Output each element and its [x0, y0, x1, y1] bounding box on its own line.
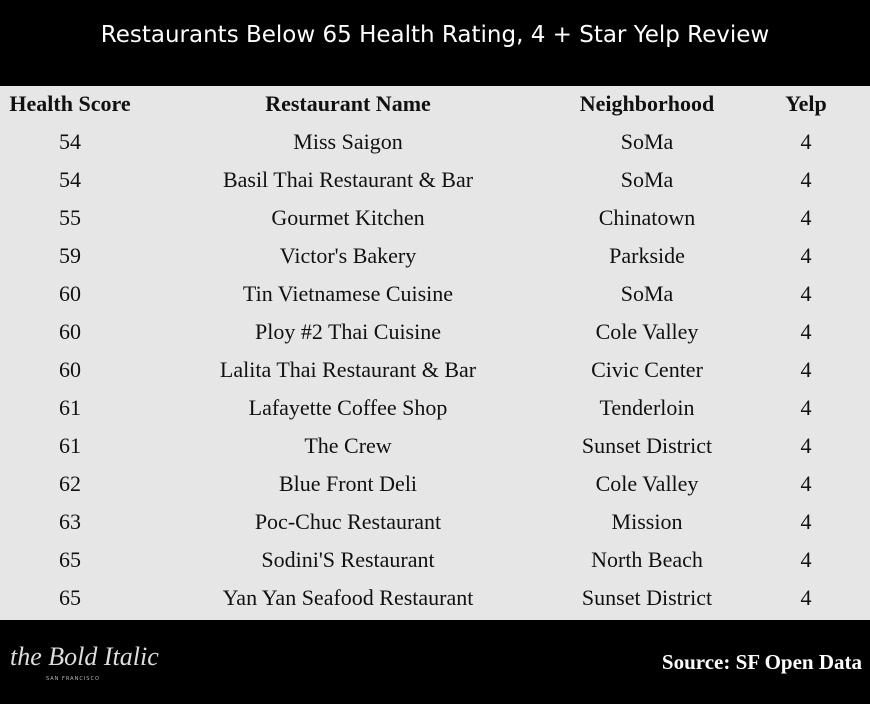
table-cell: Ploy #2 Thai Cuisine	[255, 319, 441, 344]
table-cell: 4	[800, 357, 812, 382]
column-header: Yelp	[785, 91, 827, 116]
header-bar: Restaurants Below 65 Health Rating, 4 + …	[0, 0, 870, 86]
table-cell: Lafayette Coffee Shop	[248, 395, 448, 420]
table-cell: Blue Front Deli	[278, 471, 418, 496]
table-cell: Tin Vietnamese Cuisine	[242, 281, 454, 306]
table-cell: 63	[59, 509, 81, 534]
table-cell: 4	[800, 243, 812, 268]
footer-bar: the Bold Italic SAN FRANCISCO Source: SF…	[0, 620, 870, 704]
table-cell: Lalita Thai Restaurant & Bar	[219, 357, 477, 382]
table-cell: Poc-Chuc Restaurant	[254, 509, 442, 534]
table-cell: Yan Yan Seafood Restaurant	[222, 585, 474, 610]
table-cell: 4	[800, 129, 812, 154]
table-cell: Mission	[611, 509, 683, 534]
table-cell: 4	[800, 471, 812, 496]
table-cell: 55	[59, 205, 81, 230]
table-cell: SoMa	[620, 129, 674, 154]
table-cell: 4	[800, 205, 812, 230]
table-cell: 4	[800, 433, 812, 458]
table-cell: Sunset District	[581, 585, 713, 610]
table-cell: Basil Thai Restaurant & Bar	[222, 167, 474, 192]
table-cell: Sunset District	[581, 433, 713, 458]
table-cell: 4	[800, 585, 812, 610]
title: Restaurants Below 65 Health Rating, 4 + …	[100, 22, 770, 48]
table-cell: 4	[800, 509, 812, 534]
logo: the Bold Italic	[10, 642, 159, 671]
table-cell: SoMa	[620, 167, 674, 192]
table-cell: 61	[59, 433, 81, 458]
table-cell: Chinatown	[598, 205, 696, 230]
table-cell: 4	[800, 167, 812, 192]
source: Source: SF Open Data	[661, 650, 862, 674]
column-header: Restaurant Name	[265, 91, 431, 116]
table-cell: Miss Saigon	[293, 129, 403, 154]
table-cell: 62	[59, 471, 81, 496]
logo-sub: SAN FRANCISCO	[46, 676, 100, 682]
table-cell: SoMa	[620, 281, 674, 306]
table-cell: 60	[59, 357, 81, 382]
table-cell: Tenderloin	[599, 395, 695, 420]
table-cell: 65	[59, 585, 81, 610]
table-cell: 60	[59, 319, 81, 344]
table-cell: Sodini'S Restaurant	[261, 547, 435, 572]
table-cell: 59	[59, 243, 81, 268]
table-cell: Victor's Bakery	[279, 243, 417, 268]
table-cell: Cole Valley	[595, 319, 699, 344]
table-cell: 4	[800, 547, 812, 572]
table-cell: 4	[800, 319, 812, 344]
table-cell: The Crew	[304, 433, 392, 458]
table-cell: 65	[59, 547, 81, 572]
table-cell: 4	[800, 281, 812, 306]
table-cell: 54	[59, 167, 81, 192]
table-cell: Cole Valley	[595, 471, 699, 496]
table-cell: Civic Center	[591, 357, 703, 382]
table-cell: North Beach	[591, 547, 703, 572]
table-cell: Gourmet Kitchen	[271, 205, 425, 230]
table-cell: 54	[59, 129, 81, 154]
table-cell: 60	[59, 281, 81, 306]
table-cell: Parkside	[609, 243, 685, 268]
table-cell: 61	[59, 395, 81, 420]
column-header: Neighborhood	[579, 91, 715, 116]
table-cell: 4	[800, 395, 812, 420]
column-header: Health Score	[9, 91, 131, 116]
